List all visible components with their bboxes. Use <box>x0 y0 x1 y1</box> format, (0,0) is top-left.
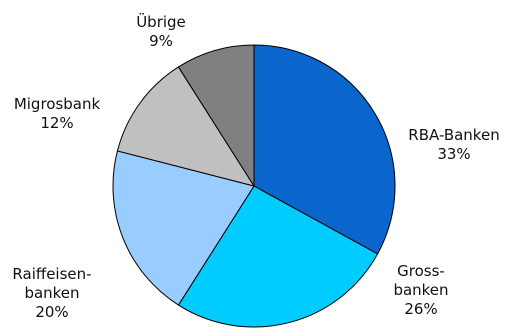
pie-label-value: 33% <box>437 145 470 163</box>
pie-slice-raiffeisen-banken <box>112 150 255 306</box>
pie-label-name: Übrige <box>136 12 186 31</box>
pie-label-uebrige: Übrige 9% <box>136 12 186 50</box>
pie-label-name: banken <box>393 281 448 299</box>
pie-label-name: Migrosbank <box>14 95 101 113</box>
pie-label-value: 20% <box>35 303 68 321</box>
pie-slice-gross-banken <box>177 185 379 328</box>
pie-label-gross-banken: Gross-banken 26% <box>393 262 448 318</box>
pie-label-rba-banken: RBA-Banken 33% <box>408 126 499 163</box>
pie-slices <box>112 44 396 328</box>
pie-labels: RBA-Banken 33%Gross-banken 26%Raiffeisen-b… <box>12 12 499 321</box>
pie-slice-uebrige <box>177 44 255 187</box>
pie-label-name: Gross- <box>397 262 445 280</box>
pie-label-raiffeisen-banken: Raiffeisen-banken 20% <box>12 265 91 321</box>
pie-label-name: banken <box>24 284 79 302</box>
pie-label-value: 12% <box>40 114 73 132</box>
pie-label-migrosbank: Migrosbank 12% <box>14 95 101 132</box>
pie-label-value: 9% <box>149 32 173 50</box>
pie-label-name: Raiffeisen- <box>12 265 91 283</box>
pie-slice-migrosbank <box>116 66 255 187</box>
pie-label-name: RBA-Banken <box>408 126 499 144</box>
pie-slice-rba-banken <box>253 44 396 255</box>
pie-label-value: 26% <box>404 300 437 318</box>
